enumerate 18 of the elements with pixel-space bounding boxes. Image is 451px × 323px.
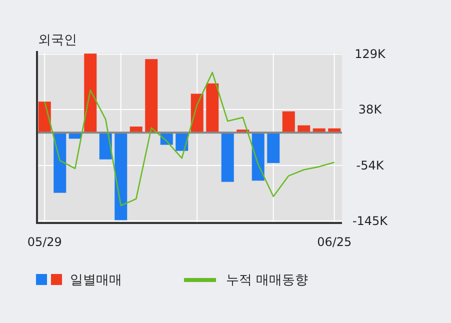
- ytick: -145K: [352, 214, 388, 228]
- bar: [282, 111, 295, 133]
- bar: [114, 132, 128, 220]
- legend-label: 누적 매매동향: [226, 273, 308, 288]
- bar: [267, 132, 280, 164]
- bar: [221, 132, 234, 182]
- xtick: 06/25: [317, 235, 352, 249]
- xtick: 05/29: [27, 235, 62, 249]
- ytick: -54K: [356, 158, 384, 172]
- legend-label: 일별매매: [70, 273, 122, 288]
- bar: [145, 59, 158, 133]
- bar: [84, 54, 97, 133]
- ytick: 38K: [358, 102, 382, 117]
- ytick: 129K: [354, 47, 386, 62]
- bar: [252, 132, 264, 181]
- title: 외국인: [38, 33, 77, 48]
- bar: [206, 83, 219, 133]
- bar: [54, 132, 66, 193]
